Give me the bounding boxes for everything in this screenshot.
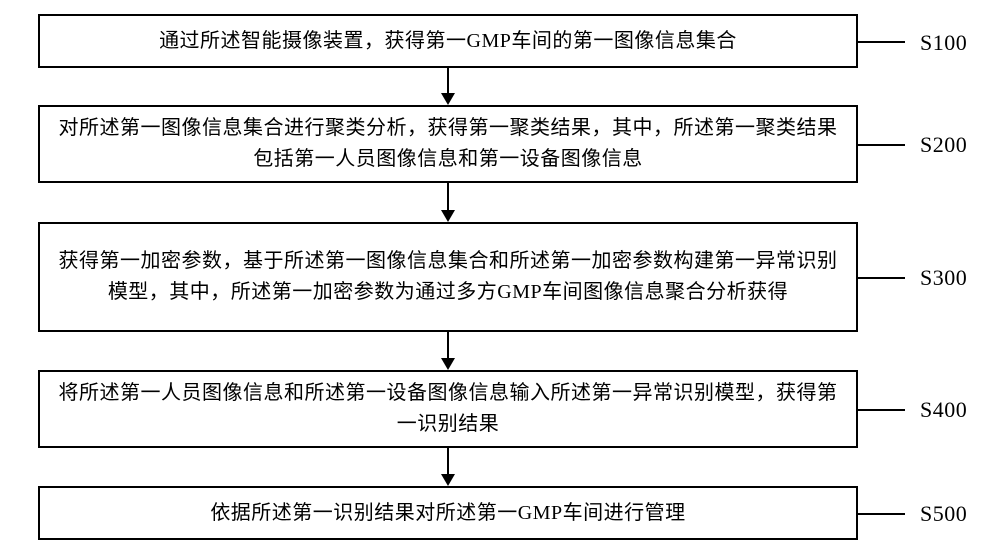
flow-node-s400: 将所述第一人员图像信息和所述第一设备图像信息输入所述第一异常识别模型，获得第一识… (38, 370, 858, 448)
flowchart-canvas: 通过所述智能摄像装置，获得第一GMP车间的第一图像信息集合 S100 对所述第一… (0, 0, 1000, 554)
flow-node-text: 将所述第一人员图像信息和所述第一设备图像信息输入所述第一异常识别模型，获得第一识… (54, 378, 842, 440)
flow-node-text: 对所述第一图像信息集合进行聚类分析，获得第一聚类结果，其中，所述第一聚类结果包括… (54, 113, 842, 175)
label-tick-s300 (858, 277, 905, 279)
flow-node-text: 依据所述第一识别结果对所述第一GMP车间进行管理 (210, 498, 685, 529)
label-tick-s500 (858, 513, 905, 515)
flow-node-s300: 获得第一加密参数，基于所述第一图像信息集合和所述第一加密参数构建第一异常识别模型… (38, 222, 858, 332)
flow-label-s200: S200 (920, 132, 967, 158)
label-tick-s400 (858, 409, 905, 411)
flow-node-s100: 通过所述智能摄像装置，获得第一GMP车间的第一图像信息集合 (38, 14, 858, 68)
flow-node-text: 获得第一加密参数，基于所述第一图像信息集合和所述第一加密参数构建第一异常识别模型… (54, 246, 842, 308)
flow-label-s500: S500 (920, 501, 967, 527)
label-tick-s200 (858, 144, 905, 146)
flow-label-s300: S300 (920, 265, 967, 291)
label-tick-s100 (858, 41, 905, 43)
flow-node-text: 通过所述智能摄像装置，获得第一GMP车间的第一图像信息集合 (159, 26, 737, 57)
flow-label-s100: S100 (920, 30, 967, 56)
flow-label-s400: S400 (920, 397, 967, 423)
flow-node-s500: 依据所述第一识别结果对所述第一GMP车间进行管理 (38, 486, 858, 540)
flow-node-s200: 对所述第一图像信息集合进行聚类分析，获得第一聚类结果，其中，所述第一聚类结果包括… (38, 105, 858, 183)
